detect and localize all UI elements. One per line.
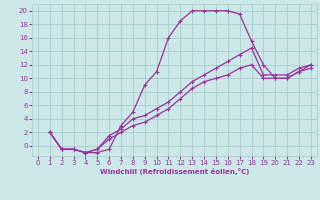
X-axis label: Windchill (Refroidissement éolien,°C): Windchill (Refroidissement éolien,°C) — [100, 168, 249, 175]
